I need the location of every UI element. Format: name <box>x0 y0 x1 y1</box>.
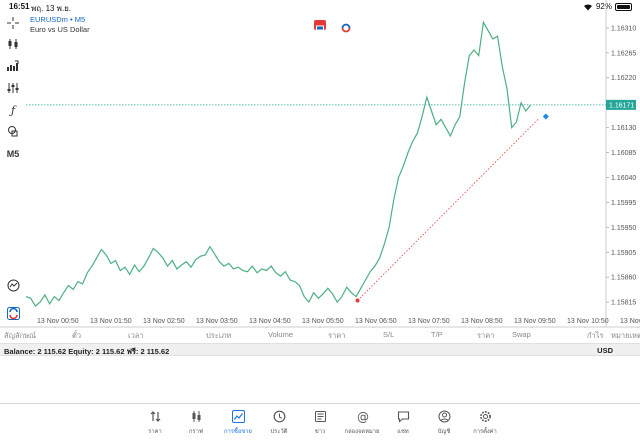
objects-icon[interactable] <box>4 123 22 139</box>
time-tick-label: 13 Nov 02:50 <box>143 318 185 325</box>
account-icon <box>424 409 464 423</box>
trade-app-icon[interactable] <box>4 305 22 321</box>
price-tick-label: 1.15905 <box>611 250 636 257</box>
nav-item-label: การซื้อขาย <box>224 429 252 435</box>
crosshair-icon[interactable] <box>4 15 22 31</box>
price-series-line <box>25 20 532 307</box>
wifi-icon <box>583 3 592 11</box>
trade-chart-icon <box>218 409 258 423</box>
price-tick-label: 1.15860 <box>611 275 636 282</box>
time-tick-label: 13 Nov 09:50 <box>514 318 556 325</box>
nav-item-label: ประวัติ <box>270 429 288 435</box>
trade-entry-marker <box>355 298 360 303</box>
price-tick-label: 1.15815 <box>611 300 636 307</box>
balance-text: Balance: 2 115.62 Equity: 2 115.62 ฟรี: … <box>4 347 170 356</box>
nav-item-label: กราฟ <box>189 429 203 435</box>
price-tick-label: 1.16265 <box>611 50 636 57</box>
history-icon <box>259 409 299 423</box>
status-bar: 16:51 พฤ. 13 พ.ย. 92% <box>0 0 640 14</box>
settings-sliders-icon[interactable] <box>4 80 22 96</box>
table-header-cell[interactable]: S/L <box>383 330 395 339</box>
function-icon[interactable]: ƒ <box>10 103 16 117</box>
current-price-label: 1.16171 <box>606 99 636 110</box>
chart-header: EURUSDm • M5 Euro vs US Dollar <box>30 15 90 35</box>
table-header-cell[interactable]: เวลา <box>128 331 144 340</box>
price-tick-label: 1.16130 <box>611 125 636 132</box>
mail-icon: @ <box>342 409 382 423</box>
trade-table-header: สัญลักษณ์ ตั๋ว เวลา ประเภท Volume ราคา S/L T/P ร… <box>0 328 640 342</box>
battery-percent: 92% <box>595 2 612 11</box>
indicators-icon[interactable] <box>4 58 22 74</box>
chart-description: Euro vs US Dollar <box>30 25 90 34</box>
nav-item-label: แชท <box>397 429 409 435</box>
price-tick-label: 1.15995 <box>611 200 636 207</box>
bottom-navigation: ราคา กราฟ การซื้อขาย ประวัติ ข่าว @ กล่องจดหมา… <box>0 403 640 447</box>
time-tick-label: 13 Nov 08:50 <box>461 318 503 325</box>
price-tick-label: 1.16040 <box>611 175 636 182</box>
trade-connector-line <box>357 118 540 301</box>
table-header-cell[interactable]: ประเภท <box>206 331 232 340</box>
nav-item-label: ราคา <box>148 429 162 435</box>
price-chart[interactable]: 1.16310 1.16265 1.16220 1.16130 1.16085 1.160… <box>0 0 640 328</box>
price-tick-label: 1.15950 <box>611 225 636 232</box>
price-tick-label: 1.16220 <box>611 75 636 82</box>
trade-exit-marker <box>542 113 549 120</box>
table-header-cell[interactable]: Swap <box>512 330 531 339</box>
svg-text:@: @ <box>357 410 369 423</box>
nav-item[interactable]: ข่าว <box>300 409 340 436</box>
table-header-cell[interactable]: กำไร <box>587 331 604 340</box>
table-header-cell[interactable]: ราคา <box>328 331 346 340</box>
time-tick-label: 13 Nov 05:50 <box>302 318 344 325</box>
chart-type-icon[interactable] <box>4 36 22 52</box>
nav-item[interactable]: การซื้อขาย <box>218 409 258 436</box>
news-icon <box>300 409 340 423</box>
table-header-cell[interactable]: T/P <box>431 330 443 339</box>
nav-item[interactable]: การตั้งค่า <box>465 409 505 436</box>
table-header-cell[interactable]: ราคา <box>477 331 495 340</box>
nav-item[interactable]: กราฟ <box>176 409 216 436</box>
price-tick-label: 1.16310 <box>611 25 636 32</box>
table-header-cell[interactable]: หมายเหตุ <box>611 331 640 340</box>
table-header-cell[interactable]: Volume <box>268 330 294 339</box>
status-time: 16:51 <box>9 2 30 11</box>
nav-item[interactable]: @ กล่องจดหมาย <box>342 409 382 436</box>
nav-item[interactable]: แชท <box>383 409 423 436</box>
timeframe-button[interactable]: M5 <box>6 149 20 159</box>
sell-flag-icon[interactable] <box>314 20 326 31</box>
nav-item[interactable]: ราคา <box>135 409 175 436</box>
price-tick-label: 1.16085 <box>611 150 636 157</box>
balance-currency: USD <box>597 346 613 355</box>
time-tick-label: 13 Nov 03:50 <box>196 318 238 325</box>
time-tick-label: 13 Nov 07:50 <box>408 318 450 325</box>
time-tick-label: 13 Nov 00:50 <box>37 318 79 325</box>
current-price-text: 1.16171 <box>609 102 634 109</box>
nav-item-label: ข่าว <box>314 429 326 435</box>
table-header-cell[interactable]: สัญลักษณ์ <box>4 331 37 340</box>
time-tick-label: 13 Nov 01:50 <box>90 318 132 325</box>
arrows-updown-icon <box>135 409 175 423</box>
balance-bar: Balance: 2 115.62 Equity: 2 115.62 ฟรี: … <box>0 343 640 356</box>
nav-item[interactable]: ประวัติ <box>259 409 299 436</box>
nav-item[interactable]: บัญชี <box>424 409 464 436</box>
nav-item-label: กล่องจดหมาย <box>344 429 380 435</box>
nav-item-label: การตั้งค่า <box>473 429 497 435</box>
battery-icon <box>615 2 632 11</box>
refresh-icon[interactable] <box>340 20 352 33</box>
nav-item-label: บัญชี <box>437 429 451 435</box>
time-tick-label: 13 Nov 04:50 <box>249 318 291 325</box>
chart-symbol[interactable]: EURUSDm • M5 <box>30 15 86 24</box>
time-tick-label: 13 Nov 10:50 <box>567 318 609 325</box>
one-click-trade-icon[interactable] <box>4 277 22 293</box>
settings-icon <box>465 409 505 423</box>
table-header-cell[interactable]: ตั๋ว <box>72 331 82 340</box>
status-date: พฤ. 13 พ.ย. <box>31 4 72 13</box>
candles-icon <box>176 409 216 423</box>
chat-icon <box>383 409 423 423</box>
time-tick-label: 13 Nov 11:50 <box>620 318 640 325</box>
time-tick-label: 13 Nov 06:50 <box>355 318 397 325</box>
